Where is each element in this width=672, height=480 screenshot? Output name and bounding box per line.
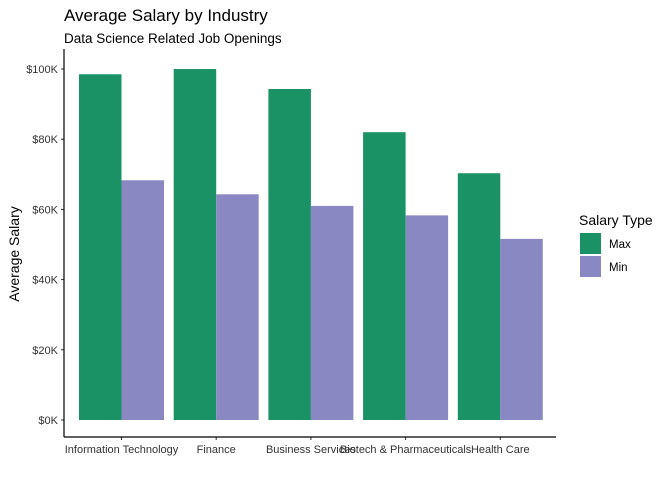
x-tick-label: Business Services bbox=[266, 444, 356, 456]
bar-max-1 bbox=[173, 69, 217, 420]
x-tick-label: Biotech & Pharmaceuticals bbox=[340, 444, 472, 456]
legend-title: Salary Type bbox=[579, 212, 653, 228]
x-tick-label: Information Technology bbox=[65, 444, 179, 456]
legend-label-min: Min bbox=[609, 262, 628, 274]
bar-min-4 bbox=[500, 238, 543, 420]
bar-min-3 bbox=[405, 215, 449, 420]
y-tick-label: $60K bbox=[32, 204, 58, 216]
bar-min-1 bbox=[216, 194, 259, 420]
bar-max-0 bbox=[79, 74, 122, 420]
bar-max-3 bbox=[363, 132, 406, 420]
legend-label-max: Max bbox=[609, 239, 631, 251]
chart-subtitle: Data Science Related Job Openings bbox=[64, 31, 282, 46]
y-tick-label: $80K bbox=[32, 134, 58, 146]
bar-max-2 bbox=[268, 89, 311, 420]
x-tick-label: Health Care bbox=[471, 444, 530, 456]
bars-group bbox=[79, 69, 543, 420]
y-tick-label: $100K bbox=[26, 64, 58, 76]
bar-min-0 bbox=[121, 180, 164, 420]
bar-min-2 bbox=[310, 205, 354, 420]
legend-swatch-max bbox=[580, 233, 601, 254]
bar-max-4 bbox=[457, 173, 501, 420]
y-axis-label: Average Salary bbox=[6, 206, 22, 301]
axes-group: Information Technology Finance Business Se… bbox=[26, 49, 556, 456]
y-tick-label: $20K bbox=[32, 345, 58, 357]
chart-title: Average Salary by Industry bbox=[64, 6, 268, 25]
y-tick-label: $0K bbox=[38, 415, 58, 427]
legend-swatch-min bbox=[580, 256, 601, 277]
legend: Salary Type Max Min bbox=[579, 212, 653, 277]
y-tick-label: $40K bbox=[32, 275, 58, 287]
x-tick-label: Finance bbox=[197, 444, 236, 456]
